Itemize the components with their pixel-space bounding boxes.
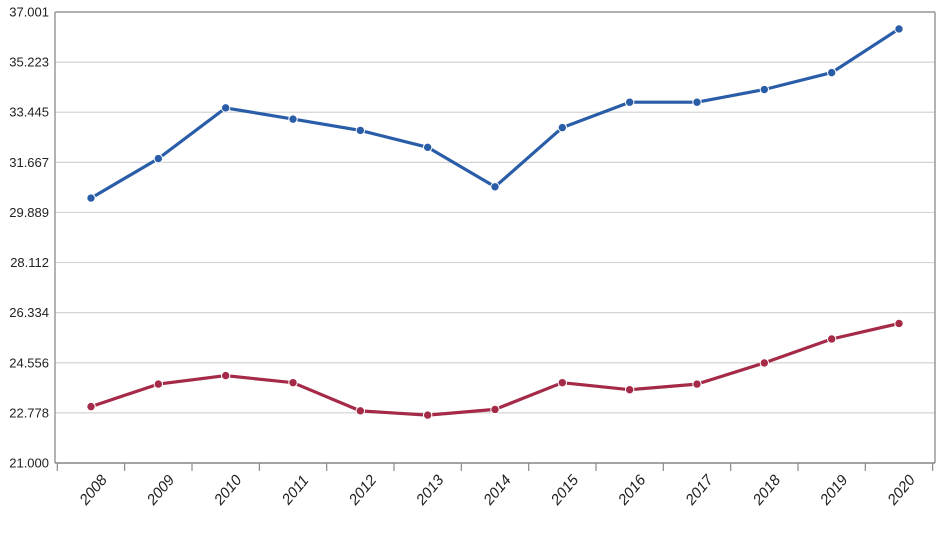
data-point bbox=[826, 334, 837, 344]
data-point bbox=[624, 97, 635, 107]
data-point bbox=[894, 24, 904, 34]
series-line bbox=[89, 321, 901, 417]
data-point bbox=[490, 182, 500, 192]
y-tick-label: 35.223 bbox=[9, 55, 49, 70]
series-1 bbox=[86, 24, 904, 203]
data-point bbox=[759, 84, 770, 95]
y-tick-label: 33.445 bbox=[9, 105, 49, 120]
data-point bbox=[422, 142, 433, 153]
x-tick-label: 2017 bbox=[682, 471, 718, 509]
data-point bbox=[422, 410, 433, 420]
x-tick-label: 2015 bbox=[547, 471, 583, 509]
data-point bbox=[86, 401, 96, 412]
data-point bbox=[894, 318, 904, 329]
series-2 bbox=[86, 318, 904, 420]
x-tick-label: 2013 bbox=[412, 471, 448, 509]
y-tick-label: 24.556 bbox=[9, 355, 49, 370]
data-point bbox=[692, 97, 702, 107]
y-tick-label: 37.001 bbox=[9, 5, 49, 20]
data-point bbox=[759, 358, 770, 368]
series-line bbox=[89, 27, 901, 200]
data-point bbox=[86, 193, 96, 203]
y-tick-label: 22.778 bbox=[9, 405, 49, 420]
data-point bbox=[490, 404, 500, 415]
y-tick-label: 28.112 bbox=[10, 255, 49, 270]
y-tick-label: 21.000 bbox=[9, 456, 49, 471]
data-point bbox=[220, 370, 231, 381]
axes bbox=[54, 11, 936, 471]
data-point bbox=[826, 67, 837, 78]
data-point bbox=[692, 379, 702, 389]
y-tick-label: 31.667 bbox=[9, 155, 49, 170]
x-tick-label: 2012 bbox=[345, 471, 381, 509]
x-tick-label: 2009 bbox=[143, 471, 179, 509]
x-tick-labels: 2008 2009 2010 2011 2012 2013 2014 2015 2016 2017… bbox=[76, 471, 920, 509]
x-tick-label: 2016 bbox=[614, 471, 650, 509]
y-tick-label: 26.334 bbox=[9, 305, 49, 320]
x-tick-label: 2008 bbox=[76, 471, 112, 509]
x-tick-label: 2019 bbox=[816, 471, 852, 509]
data-point bbox=[288, 114, 298, 124]
data-point bbox=[288, 377, 298, 388]
data-point bbox=[220, 103, 231, 113]
data-point bbox=[153, 379, 164, 389]
data-point bbox=[557, 377, 568, 388]
data-point bbox=[355, 125, 366, 136]
x-tick-label: 2020 bbox=[884, 471, 920, 509]
series-lines bbox=[86, 24, 904, 420]
x-tick-label: 2010 bbox=[210, 471, 246, 509]
data-point bbox=[624, 385, 635, 395]
data-point bbox=[153, 153, 164, 164]
x-tick-label: 2018 bbox=[749, 471, 785, 509]
data-point bbox=[557, 122, 568, 133]
x-tick-label: 2014 bbox=[480, 472, 515, 509]
y-tick-labels: 21.000 22.778 24.556 26.334 28.112 29.889 31.6… bbox=[9, 5, 49, 471]
x-tick-label: 2011 bbox=[278, 472, 312, 508]
data-point bbox=[355, 406, 366, 416]
y-tick-label: 29.889 bbox=[9, 205, 49, 220]
